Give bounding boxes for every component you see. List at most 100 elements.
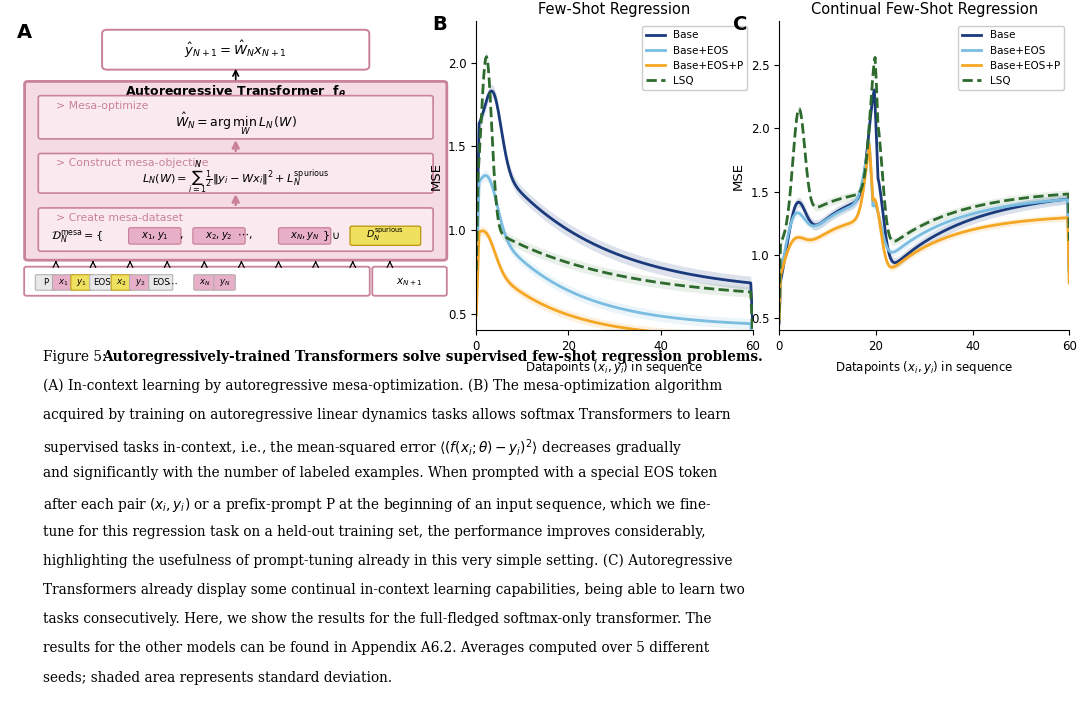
Line: Base: Base	[476, 91, 753, 321]
Base+EOS	[984, 205, 997, 214]
X-axis label: Datapoints $(x_i, y_i)$ in sequence: Datapoints $(x_i, y_i)$ in sequence	[835, 359, 1013, 375]
Base	[721, 276, 734, 285]
Text: $x_{N+1}$: $x_{N+1}$	[396, 276, 423, 288]
FancyBboxPatch shape	[24, 266, 369, 296]
Text: after each pair $(x_i, y_i)$ or a prefix-prompt P at the beginning of an input s: after each pair $(x_i, y_i)$ or a prefix…	[43, 496, 712, 514]
Text: Transformers already display some continual in-context learning capabilities, be: Transformers already display some contin…	[43, 583, 745, 597]
Text: $x_2$: $x_2$	[117, 277, 127, 288]
LSQ	[956, 206, 969, 214]
FancyBboxPatch shape	[193, 275, 215, 290]
Base+EOS+P	[721, 332, 734, 340]
Text: Figure 5:: Figure 5:	[43, 349, 111, 363]
Base+EOS+P	[634, 326, 647, 335]
Text: > Construct mesa-objective: > Construct mesa-objective	[56, 158, 208, 169]
Text: supervised tasks in-context, i.e., the mean-squared error $\langle(f(x_i;\theta): supervised tasks in-context, i.e., the m…	[43, 437, 683, 459]
Base+EOS+P	[956, 228, 969, 236]
Text: $\cdots$: $\cdots$	[167, 278, 177, 288]
FancyBboxPatch shape	[90, 275, 113, 290]
X-axis label: Datapoints $(x_i, y_i)$ in sequence: Datapoints $(x_i, y_i)$ in sequence	[525, 359, 704, 375]
Line: LSQ: LSQ	[476, 57, 753, 334]
Text: tune for this regression task on a held-out training set, the performance improv: tune for this regression task on a held-…	[43, 524, 706, 538]
LSQ	[772, 309, 785, 317]
Text: $L_N(W)=\sum_{i=1}^N\frac{1}{2}\|y_i-Wx_i\|^2+L_N^{\mathrm{spurious}}$: $L_N(W)=\sum_{i=1}^N\frac{1}{2}\|y_i-Wx_…	[143, 160, 329, 197]
Base+EOS	[983, 205, 996, 214]
FancyBboxPatch shape	[350, 226, 421, 245]
Line: Base+EOS: Base+EOS	[779, 143, 1069, 318]
Y-axis label: MSE: MSE	[732, 162, 745, 190]
FancyBboxPatch shape	[279, 228, 330, 244]
LSQ	[471, 219, 484, 228]
Text: seeds; shaded area represents standard deviation.: seeds; shaded area represents standard d…	[43, 671, 392, 685]
Base	[746, 317, 759, 325]
Title: Continual Few-Shot Regression: Continual Few-Shot Regression	[811, 2, 1038, 17]
Text: results for the other models can be found in Appendix A6.2. Averages computed ov: results for the other models can be foun…	[43, 641, 710, 655]
FancyBboxPatch shape	[71, 275, 92, 290]
Base	[635, 259, 648, 267]
Text: acquired by training on autoregressive linear dynamics tasks allows softmax Tran: acquired by training on autoregressive l…	[43, 408, 731, 422]
Text: A: A	[17, 22, 32, 41]
LSQ	[867, 63, 880, 72]
LSQ	[480, 53, 492, 61]
FancyBboxPatch shape	[130, 275, 151, 290]
Base+EOS+P	[470, 311, 483, 319]
LSQ	[984, 199, 997, 207]
FancyBboxPatch shape	[373, 266, 447, 296]
Text: $y_2$: $y_2$	[135, 277, 146, 288]
FancyBboxPatch shape	[38, 208, 433, 251]
Title: Few-Shot Regression: Few-Shot Regression	[538, 2, 690, 17]
Text: > Create mesa-dataset: > Create mesa-dataset	[56, 213, 183, 223]
Text: Autoregressive Transformer  $\mathbf{f}_{\boldsymbol{\theta}}$: Autoregressive Transformer $\mathbf{f}_{…	[125, 83, 346, 100]
FancyBboxPatch shape	[111, 275, 133, 290]
Base+EOS+P	[772, 316, 785, 324]
LSQ	[634, 276, 647, 284]
Legend: Base, Base+EOS, Base+EOS+P, LSQ: Base, Base+EOS, Base+EOS+P, LSQ	[642, 26, 747, 90]
Text: $x_2,y_2$: $x_2,y_2$	[205, 230, 233, 242]
Base+EOS+P	[703, 331, 716, 340]
Base+EOS	[721, 318, 734, 327]
Base+EOS+P	[746, 353, 759, 361]
Base	[956, 219, 969, 227]
Line: Base+EOS+P: Base+EOS+P	[476, 231, 753, 357]
LSQ	[721, 286, 734, 295]
Base+EOS	[888, 247, 901, 256]
Text: $x_N,y_N$: $x_N,y_N$	[289, 230, 320, 242]
Base+EOS+P	[635, 326, 648, 335]
FancyBboxPatch shape	[129, 228, 180, 244]
Base+EOS	[772, 314, 785, 323]
LSQ	[888, 237, 901, 245]
Text: $\cdots,$: $\cdots,$	[238, 231, 253, 241]
Legend: Base, Base+EOS, Base+EOS+P, LSQ: Base, Base+EOS, Base+EOS+P, LSQ	[958, 26, 1064, 90]
FancyBboxPatch shape	[214, 275, 235, 290]
Text: highlighting the usefulness of prompt-tuning already in this very simple setting: highlighting the usefulness of prompt-tu…	[43, 554, 732, 568]
Text: $x_1$: $x_1$	[58, 277, 68, 288]
Text: > Mesa-optimize: > Mesa-optimize	[56, 101, 148, 111]
Base	[485, 86, 498, 95]
Base	[634, 258, 647, 266]
Base+EOS+P	[639, 327, 652, 335]
Base+EOS	[746, 344, 759, 352]
Line: Base+EOS: Base+EOS	[476, 176, 753, 348]
FancyBboxPatch shape	[38, 153, 433, 193]
Base	[470, 257, 483, 266]
FancyBboxPatch shape	[36, 275, 57, 290]
Base+EOS+P	[868, 195, 881, 203]
Text: (A) In-context learning by autoregressive mesa-optimization. (B) The mesa-optimi: (A) In-context learning by autoregressiv…	[43, 379, 723, 393]
Base	[639, 259, 652, 268]
Line: LSQ: LSQ	[779, 58, 1069, 313]
Base+EOS	[635, 309, 648, 317]
FancyBboxPatch shape	[38, 96, 433, 139]
Base+EOS+P	[476, 226, 489, 235]
LSQ	[639, 276, 652, 285]
LSQ	[868, 53, 881, 62]
Base	[772, 319, 785, 328]
Text: tasks consecutively. Here, we show the results for the full-fledged softmax-only: tasks consecutively. Here, we show the r…	[43, 612, 712, 626]
Text: $\mathcal{D}_N^{\mathrm{mesa}}=\{$: $\mathcal{D}_N^{\mathrm{mesa}}=\{$	[51, 228, 103, 245]
Base+EOS+P	[984, 221, 997, 230]
LSQ	[470, 266, 483, 275]
Base+EOS	[808, 221, 821, 230]
Base+EOS	[868, 200, 881, 209]
Text: B: B	[432, 15, 447, 34]
Base+EOS+P	[808, 235, 821, 243]
Text: and significantly with the number of labeled examples. When prompted with a spec: and significantly with the number of lab…	[43, 467, 717, 480]
FancyBboxPatch shape	[193, 228, 245, 244]
